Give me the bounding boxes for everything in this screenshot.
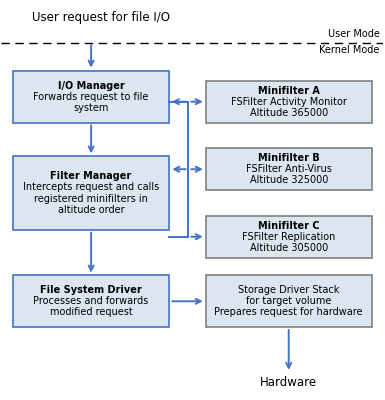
Text: FSFilter Replication: FSFilter Replication xyxy=(242,232,335,242)
FancyBboxPatch shape xyxy=(206,148,372,190)
Text: File System Driver: File System Driver xyxy=(40,285,142,295)
FancyBboxPatch shape xyxy=(206,276,372,327)
FancyBboxPatch shape xyxy=(206,81,372,122)
Text: FSFilter Activity Monitor: FSFilter Activity Monitor xyxy=(231,97,346,107)
Text: for target volume: for target volume xyxy=(246,296,331,306)
FancyBboxPatch shape xyxy=(13,71,169,122)
Text: Altitude 305000: Altitude 305000 xyxy=(249,243,328,253)
Text: Altitude 365000: Altitude 365000 xyxy=(249,108,328,118)
Text: Minifilter A: Minifilter A xyxy=(258,86,320,96)
FancyBboxPatch shape xyxy=(13,156,169,230)
Text: Prepares request for hardware: Prepares request for hardware xyxy=(214,308,363,318)
Text: Kernel Mode: Kernel Mode xyxy=(319,45,379,55)
Text: registered minifilters in: registered minifilters in xyxy=(34,194,148,204)
Text: Filter Manager: Filter Manager xyxy=(50,171,132,181)
Text: I/O Manager: I/O Manager xyxy=(58,80,124,90)
Text: Intercepts request and calls: Intercepts request and calls xyxy=(23,182,159,192)
Text: User request for file I/O: User request for file I/O xyxy=(32,11,170,24)
Text: FSFilter Anti-Virus: FSFilter Anti-Virus xyxy=(246,164,331,174)
FancyBboxPatch shape xyxy=(206,216,372,258)
Text: Forwards request to file: Forwards request to file xyxy=(33,92,149,102)
Text: modified request: modified request xyxy=(50,308,132,318)
Text: User Mode: User Mode xyxy=(328,29,379,39)
Text: Hardware: Hardware xyxy=(260,376,317,389)
Text: system: system xyxy=(74,103,109,113)
Text: Minifilter C: Minifilter C xyxy=(258,221,320,231)
FancyBboxPatch shape xyxy=(13,276,169,327)
Text: Processes and forwards: Processes and forwards xyxy=(33,296,149,306)
Text: Minifilter B: Minifilter B xyxy=(258,153,320,163)
Text: altitude order: altitude order xyxy=(58,205,124,215)
Text: Storage Driver Stack: Storage Driver Stack xyxy=(238,285,340,295)
Text: Altitude 325000: Altitude 325000 xyxy=(249,175,328,185)
